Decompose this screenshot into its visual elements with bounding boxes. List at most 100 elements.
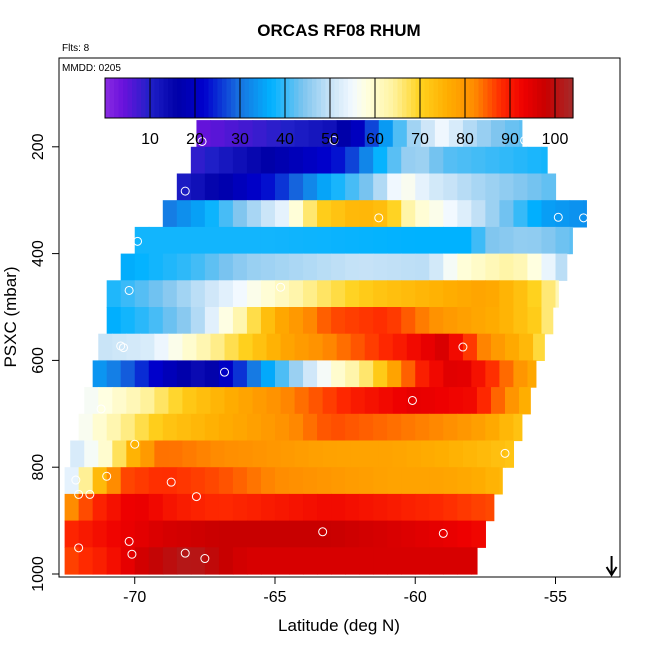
heatmap-cell [429,280,444,308]
heatmap-cell [289,493,304,522]
heatmap-cell [78,467,94,495]
data-point [124,536,134,546]
heatmap-cell [359,520,374,548]
heatmap-cell [443,200,458,228]
data-point [191,492,201,502]
heatmap-cell [148,280,164,308]
y-axis-label: PSXC (mbar) [1,266,20,367]
heatmap-cell [485,307,500,335]
heatmap-cell [120,413,136,442]
heatmap-cell [294,440,310,468]
heatmap-cell [541,146,548,175]
heatmap-cell [359,253,374,281]
data-point [71,475,81,485]
data-point [96,404,106,414]
y-tick-label: 1000 [30,556,47,592]
data-point [438,528,448,538]
heatmap-cell [499,280,515,308]
colorbar-segment [280,78,286,118]
heatmap-cell [120,520,136,548]
colorbar-segment [460,78,466,118]
heatmap-cell [443,253,458,281]
heatmap-cell [274,547,290,575]
heatmap-cell [260,413,276,442]
heatmap-cell [112,440,127,468]
heatmap-cell [218,146,234,175]
heatmap-cell [373,547,388,575]
colorbar-segment [541,78,547,118]
heatmap-cell [78,520,94,548]
colorbar-segment [483,78,489,118]
heatmap-cell [280,333,296,361]
heatmap-cell [204,146,220,175]
heatmap-cell [176,253,192,281]
colorbar-segment [330,78,336,118]
x-tick-label: -70 [123,589,146,606]
heatmap-cell [266,387,282,415]
heatmap-cell [392,440,408,468]
heatmap-cell [280,120,296,148]
heatmap-cell [443,520,458,548]
heatmap-cell [218,547,234,575]
heatmap-cell [289,146,304,175]
heatmap-cell [373,173,388,201]
heatmap-cell [317,547,332,575]
data-point [133,236,143,246]
data-point [166,477,176,487]
heatmap-cell [204,467,220,495]
heatmap-cell [196,387,212,415]
heatmap-cell [176,226,192,255]
colorbar-tick-label: 10 [141,131,159,148]
heatmap-cell [527,253,543,281]
data-point [374,213,384,223]
heatmap-cell [415,200,430,228]
heatmap-cell [373,307,388,335]
heatmap-cell [204,253,220,281]
heatmap-cell [429,146,444,175]
heatmap-cell [429,307,444,335]
colorbar-segment [249,78,255,118]
heatmap-cell [182,387,198,415]
heatmap-cell [246,280,262,308]
heatmap-cell [443,547,458,575]
heatmap-cell [232,360,248,388]
heatmap-cell [513,146,529,175]
heatmap-cell [126,387,141,415]
heatmap-cell [387,307,402,335]
heatmap-cell [120,493,136,522]
heatmap-cell [210,333,226,361]
heatmap-cell [336,120,352,148]
heatmap-cell [78,547,94,575]
heatmap-cell [443,173,458,201]
colorbar-segment [159,78,165,118]
heatmap-cell [519,333,534,361]
colorbar-segment [127,78,133,118]
y-tick-label: 600 [30,347,47,374]
heatmap-cell [260,253,276,281]
heatmap-cell [513,226,529,255]
heatmap-cell [401,467,416,495]
heatmap-cell [406,440,422,468]
colorbar-segment [496,78,502,118]
heatmap-cell [252,440,268,468]
colorbar-segment [375,78,381,118]
heatmap-cell [252,120,268,148]
heatmap-cell [134,253,150,281]
heatmap-cell [485,253,500,281]
heatmap-cell [434,333,450,361]
x-axis-label: Latitude (deg N) [278,616,400,635]
heatmap-cell [92,360,108,388]
heatmap-cell [120,307,136,335]
heatmap-cell [190,226,206,255]
heatmap-cell [485,413,500,442]
heatmap-cell [162,493,178,522]
heatmap-cell [246,547,262,575]
heatmap-cell [140,440,155,468]
heatmap-cell [308,120,324,148]
heatmap-cell [336,333,352,361]
heatmap-cell [190,173,206,201]
colorbar-segment [181,78,187,118]
heatmap-cell [331,280,346,308]
heatmap-cell [555,200,571,228]
heatmap-cell [92,493,108,522]
